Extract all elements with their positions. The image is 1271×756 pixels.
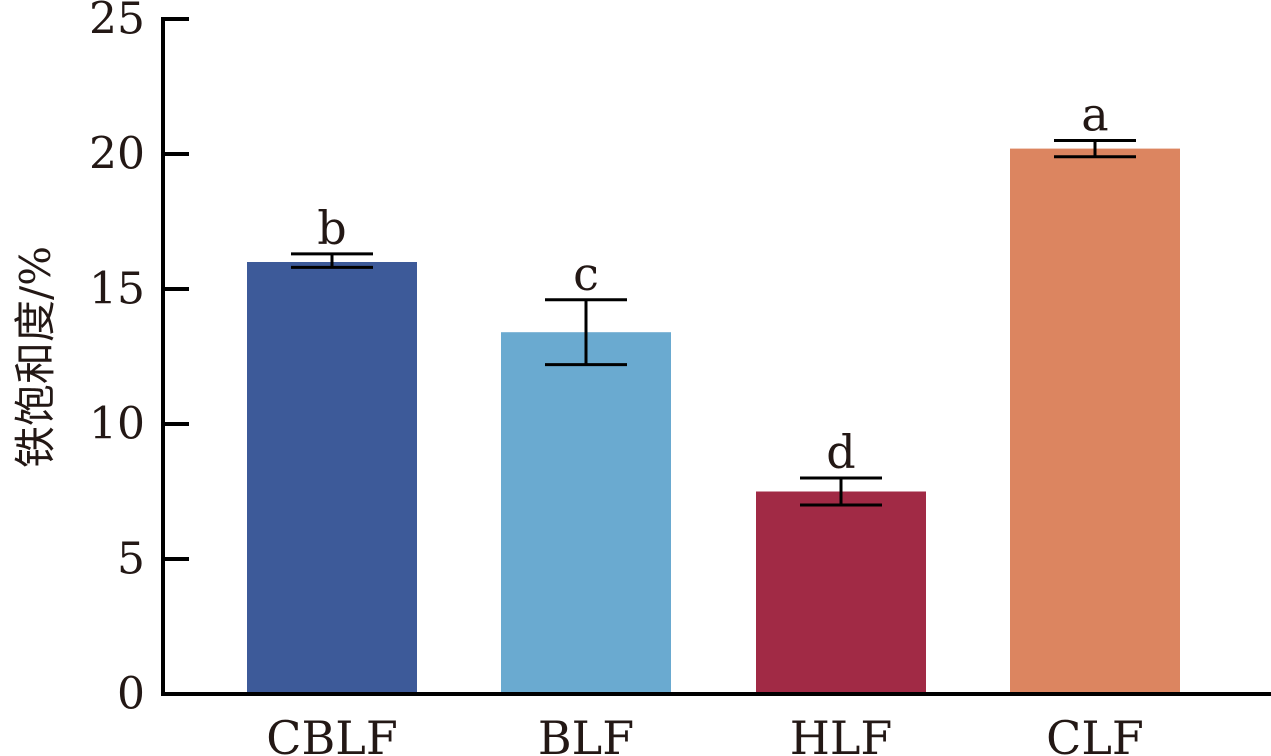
x-tick-label-cblf: CBLF xyxy=(266,711,397,756)
bar-hlf xyxy=(756,491,926,694)
y-tick-label-25: 25 xyxy=(89,0,145,45)
y-tick-label-20: 20 xyxy=(89,129,145,180)
y-tick-label-15: 15 xyxy=(89,264,145,315)
bar-clf xyxy=(1010,148,1180,695)
y-axis-label: 铁饱和度/% xyxy=(11,246,60,468)
x-tick-label-clf: CLF xyxy=(1046,711,1144,756)
y-axis-label-group: 铁饱和度/% xyxy=(11,246,60,468)
x-tick-label-blf: BLF xyxy=(538,711,634,756)
significance-label-blf: c xyxy=(573,247,599,301)
significance-label-cblf: b xyxy=(317,201,346,255)
significance-label-clf: a xyxy=(1081,88,1108,142)
x-tick-label-hlf: HLF xyxy=(790,711,893,756)
significance-label-hlf: d xyxy=(826,425,855,479)
y-tick-label-5: 5 xyxy=(117,534,145,585)
plot-area: b c d a 0 5 10 15 20 25 CBLF BLF HLF CLF xyxy=(89,0,1271,756)
bar-cblf xyxy=(247,262,417,694)
bar-blf xyxy=(501,332,671,694)
y-tick-label-0: 0 xyxy=(117,669,145,720)
y-tick-label-10: 10 xyxy=(89,399,145,450)
